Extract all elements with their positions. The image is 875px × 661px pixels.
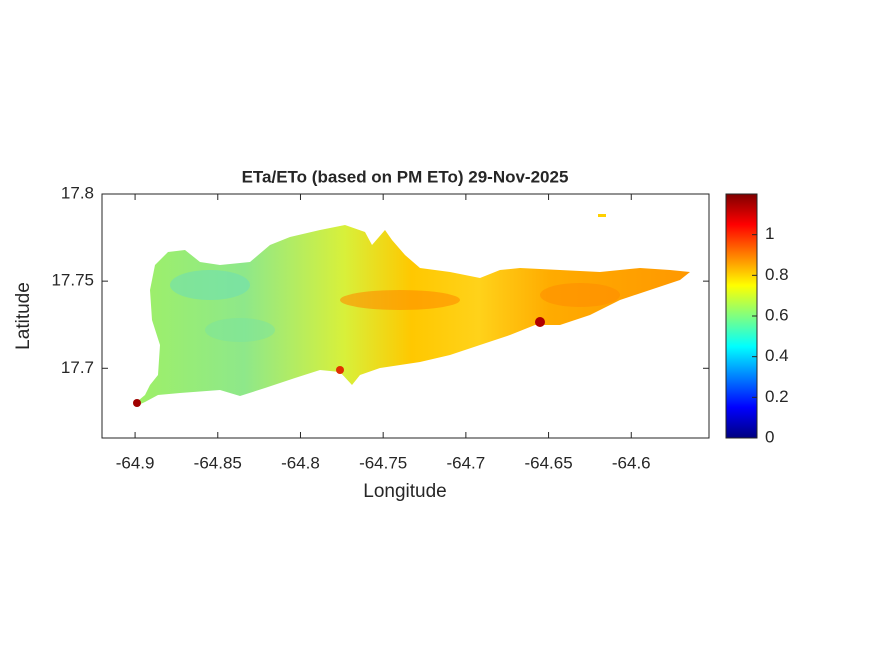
y-tick-label: 17.8 bbox=[61, 183, 94, 202]
x-tick-label: -64.8 bbox=[281, 453, 320, 472]
x-tick-label: -64.75 bbox=[359, 453, 407, 472]
dry-spot bbox=[336, 366, 344, 374]
x-tick-label: -64.65 bbox=[524, 453, 572, 472]
y-tick-label: 17.7 bbox=[61, 358, 94, 377]
x-axis-label: Longitude bbox=[363, 481, 446, 502]
chart-title: ETa/ETo (based on PM ETo) 29-Nov-2025 bbox=[242, 167, 569, 186]
colorbar-tick-label: 0.2 bbox=[765, 387, 789, 406]
colorbar-tick-label: 0 bbox=[765, 427, 774, 446]
dry-patch bbox=[340, 290, 460, 310]
dry-patch bbox=[540, 283, 620, 307]
colorbar-tick-label: 0.4 bbox=[765, 346, 789, 365]
colorbar-tick-label: 1 bbox=[765, 224, 774, 243]
y-axis-label: Latitude bbox=[13, 282, 34, 350]
x-tick-label: -64.9 bbox=[116, 453, 155, 472]
x-tick-label: -64.85 bbox=[194, 453, 242, 472]
colorbar-tick-label: 0.8 bbox=[765, 265, 789, 284]
island bbox=[133, 225, 690, 406]
wet-patch bbox=[170, 270, 250, 300]
x-tick-label: -64.7 bbox=[446, 453, 485, 472]
colorbar bbox=[726, 194, 757, 438]
x-tick-label: -64.6 bbox=[612, 453, 651, 472]
dry-spot bbox=[133, 399, 141, 407]
cay bbox=[598, 214, 606, 217]
wet-patch bbox=[205, 318, 275, 342]
y-tick-label: 17.75 bbox=[51, 271, 94, 290]
axes-frame bbox=[101, 193, 710, 439]
island-raster bbox=[133, 214, 690, 407]
colorbar-tick-label: 0.6 bbox=[765, 305, 789, 324]
dry-spot bbox=[535, 317, 545, 327]
